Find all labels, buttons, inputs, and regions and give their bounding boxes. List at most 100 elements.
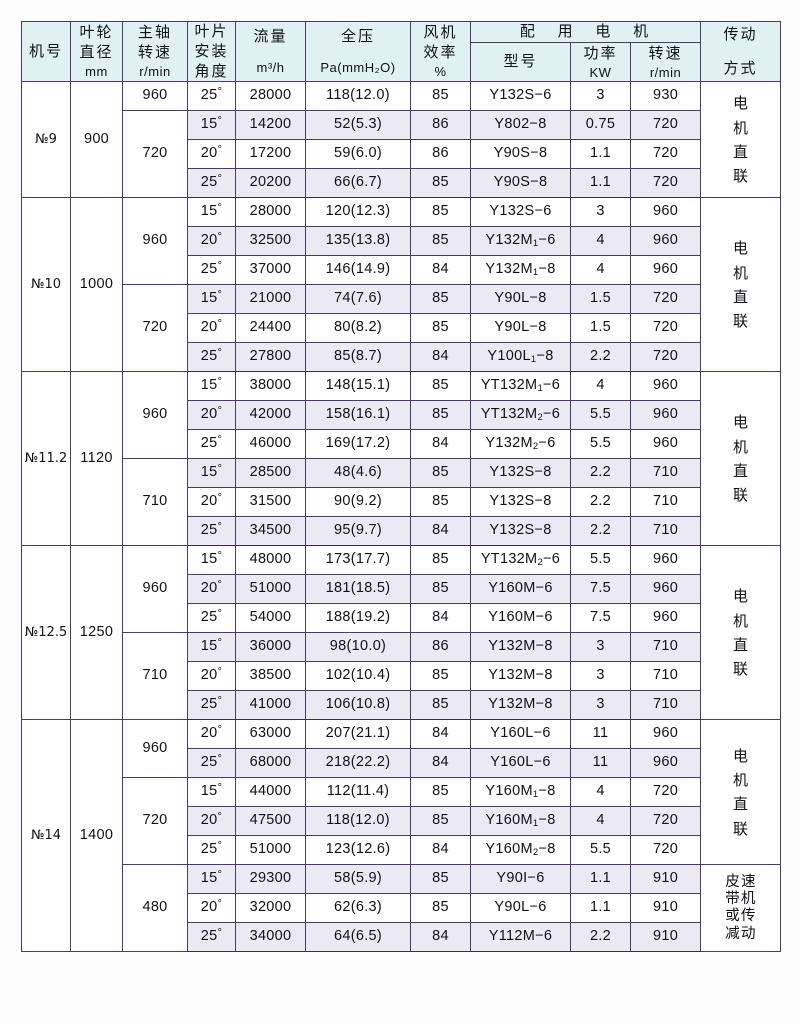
cell-motor-power: 2.2: [570, 487, 631, 518]
cell-motor-speed: 960: [629, 719, 702, 750]
transmission-char: 直: [733, 287, 749, 306]
table-row: 25° 27800 85(8.7) 84 Y100L1−8 2.2 720: [22, 342, 781, 373]
cell-spindle-speed: 960: [122, 81, 188, 112]
cell-efficiency: 84: [410, 255, 471, 286]
cell-efficiency: 85: [410, 197, 471, 228]
table-header: 机号 叶轮 直径 mm 主轴 转速 r/min 叶片 安装 角度: [21, 20, 782, 83]
cell-efficiency: 84: [410, 342, 471, 373]
cell-blade-angle: 20°: [187, 313, 236, 344]
cell-motor-model: Y132S−8: [470, 516, 571, 547]
impeller-dia-label-1: 叶轮: [79, 23, 114, 42]
transmission-char: 机: [733, 611, 749, 630]
cell-motor-power: 1.5: [570, 313, 631, 344]
cell-flow: 54000: [235, 603, 306, 634]
cell-motor-power: 1.1: [570, 139, 631, 170]
transmission-char: 机: [733, 263, 749, 282]
cell-motor-speed: 720: [629, 313, 702, 344]
cell-motor-model: Y90S−8: [470, 168, 571, 199]
cell-blade-angle: 20°: [187, 400, 236, 431]
cell-motor-speed: 720: [629, 806, 702, 837]
flow-unit: m³/h: [256, 60, 285, 76]
cell-motor-power: 4: [570, 371, 631, 402]
cell-motor-model: Y160L−6: [470, 719, 571, 750]
col-header-motor-power: 功率 KW: [570, 42, 631, 83]
cell-motor-speed: 960: [629, 603, 702, 634]
cell-blade-angle: 20°: [187, 806, 236, 837]
cell-motor-speed: 960: [629, 574, 702, 605]
cell-motor-speed: 720: [629, 139, 702, 170]
cell-motor-power: 4: [570, 255, 631, 286]
table-row: 720 15° 44000 112(11.4) 85 Y160M1−8 4 720: [22, 777, 781, 866]
cell-blade-angle: 20°: [187, 139, 236, 170]
cell-efficiency: 85: [410, 574, 471, 605]
cell-flow: 29300: [235, 864, 306, 895]
cell-pressure: 181(18.5): [305, 574, 411, 605]
cell-blade-angle: 25°: [187, 516, 236, 547]
cell-blade-angle: 20°: [187, 487, 236, 518]
pressure-unit: Pa(mmH₂O): [320, 60, 396, 76]
cell-pressure: 118(12.0): [305, 81, 411, 112]
cell-motor-model: Y160M−6: [470, 574, 571, 605]
cell-motor-speed: 910: [629, 864, 702, 895]
cell-impeller-diameter: 1120: [70, 371, 123, 547]
table-row: 480 15° 29300 58(5.9) 85 Y90I−6 1.1 910 速机传动皮带或减: [22, 864, 782, 953]
cell-efficiency: 85: [410, 661, 471, 692]
cell-efficiency: 84: [410, 603, 471, 634]
cell-pressure: 52(5.3): [305, 110, 411, 141]
cell-spindle-speed: 480: [122, 864, 188, 953]
table-row: 25° 46000 169(17.2) 84 Y132M2−6 5.5 960: [22, 429, 781, 460]
cell-motor-power: 5.5: [570, 545, 631, 576]
cell-motor-model: Y90L−8: [470, 284, 571, 315]
cell-blade-angle: 20°: [187, 893, 236, 924]
cell-flow: 44000: [235, 777, 306, 808]
transmission-char: 电: [733, 587, 749, 606]
cell-flow: 28500: [235, 458, 306, 489]
spindle-speed-unit: r/min: [139, 63, 171, 79]
cell-pressure: 173(17.7): [305, 545, 411, 576]
motor-speed-unit: r/min: [649, 64, 682, 80]
transmission-char: 电: [733, 94, 749, 113]
cell-motor-speed: 720: [629, 168, 702, 199]
cell-motor-power: 3: [570, 81, 631, 112]
impeller-dia-label-2: 直径: [79, 43, 114, 62]
cell-motor-speed: 960: [629, 197, 702, 228]
table-row: 25° 34000 64(6.5) 84 Y112M−6 2.2 910: [22, 922, 781, 953]
table-row: 25° 51000 123(12.6) 84 Y160M2−8 5.5 720: [22, 835, 781, 866]
cell-flow: 51000: [235, 835, 306, 866]
spindle-speed-label-1: 主轴: [137, 23, 172, 42]
cell-blade-angle: 15°: [187, 371, 236, 402]
cell-pressure: 188(19.2): [305, 603, 411, 634]
cell-efficiency: 85: [410, 806, 471, 837]
motor-speed-label: 转速: [648, 43, 683, 62]
table-row: 20° 38500 102(10.4) 85 Y132M−8 3 710: [22, 661, 781, 692]
cell-efficiency: 84: [410, 835, 471, 866]
cell-pressure: 169(17.2): [305, 429, 411, 460]
transmission-char: 联: [733, 660, 749, 679]
cell-blade-angle: 20°: [187, 574, 236, 605]
impeller-dia-unit: mm: [85, 63, 108, 79]
cell-motor-speed: 720: [629, 284, 702, 315]
cell-motor-power: 3: [570, 632, 631, 663]
spindle-speed-label-2: 转速: [137, 43, 172, 62]
cell-machine-no: №11.2: [21, 371, 71, 547]
cell-motor-model: Y132S−6: [470, 81, 571, 112]
cell-pressure: 80(8.2): [305, 313, 411, 344]
cell-blade-angle: 25°: [187, 342, 236, 373]
cell-blade-angle: 15°: [187, 864, 236, 895]
motor-group-label: 配 用 电 机: [519, 22, 658, 41]
blade-angle-label-3: 角度: [194, 61, 229, 80]
efficiency-unit: %: [434, 63, 447, 79]
table-row: 710 15° 36000 98(10.0) 86 Y132M−8 3 710: [22, 632, 781, 721]
cell-flow: 42000: [235, 400, 306, 431]
cell-efficiency: 85: [410, 864, 471, 895]
cell-motor-speed: 710: [629, 458, 702, 489]
cell-machine-no: №12.5: [21, 545, 71, 721]
efficiency-label-1: 风机: [423, 23, 458, 42]
col-header-motor-group: 配 用 电 机: [469, 20, 702, 44]
cell-transmission: 电机直联: [700, 197, 782, 373]
cell-motor-model: Y132M−8: [470, 661, 571, 692]
cell-efficiency: 84: [410, 429, 471, 460]
col-header-motor-speed: 转速 r/min: [629, 42, 702, 83]
col-header-impeller-diameter: 叶轮 直径 mm: [70, 20, 123, 83]
cell-motor-power: 3: [570, 690, 631, 721]
